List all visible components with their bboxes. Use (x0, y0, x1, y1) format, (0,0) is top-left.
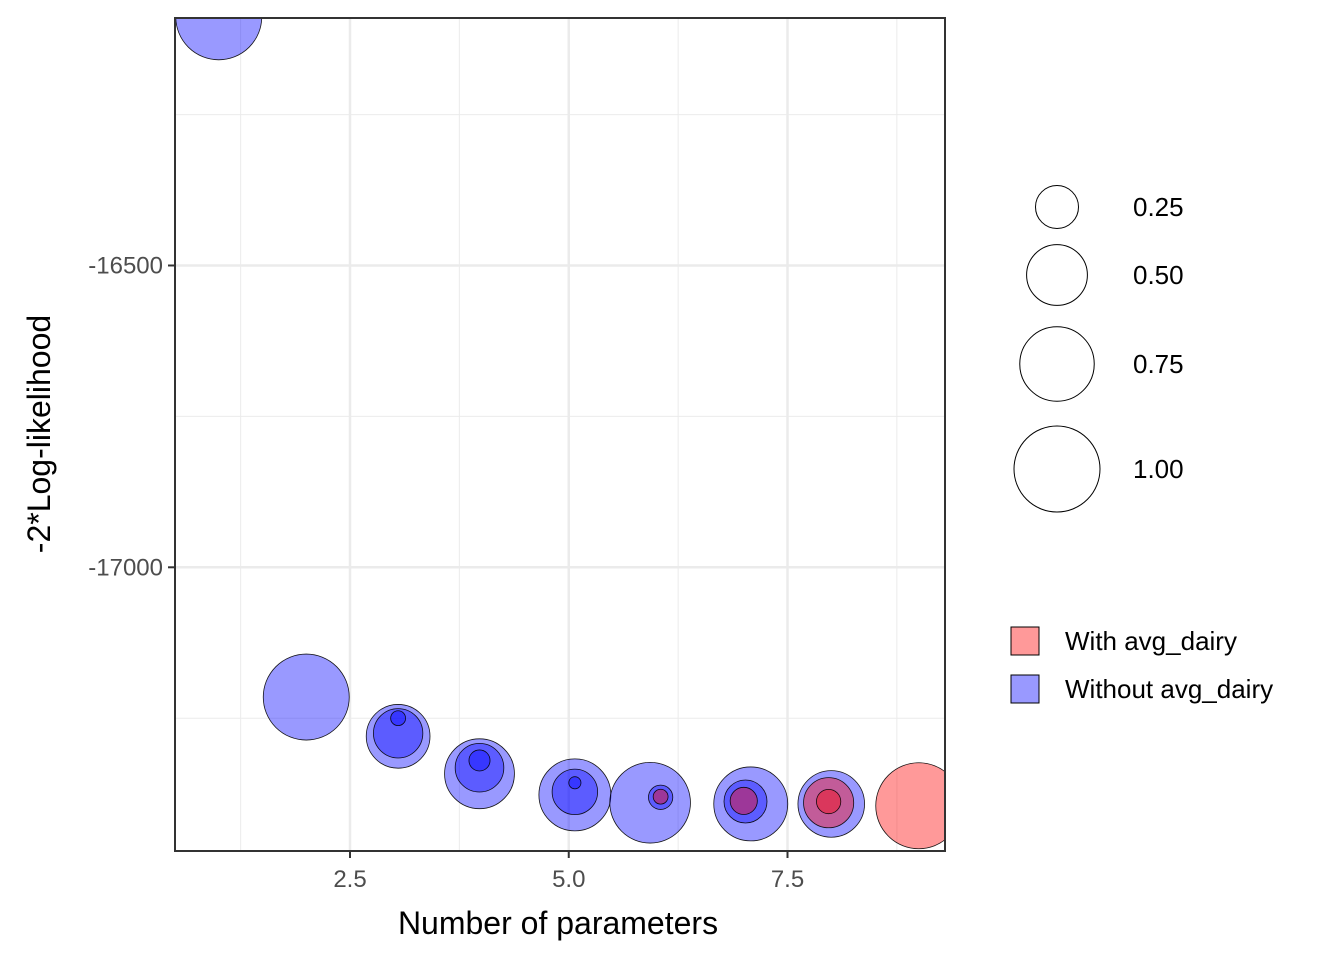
plot-border (174, 17, 946, 852)
data-points (175, 18, 945, 850)
x-axis-title: Number of parameters (398, 905, 718, 941)
data-point (444, 738, 515, 810)
fill-legend-label: With avg_dairy (1065, 626, 1237, 656)
x-tick-label: 2.5 (333, 866, 366, 893)
data-point (875, 762, 945, 850)
data-point (551, 768, 599, 815)
data-point (803, 777, 855, 829)
y-axis-title: -2*Log-likelihood (21, 315, 57, 553)
data-point (390, 710, 406, 727)
size-legend-label: 0.25 (1133, 192, 1184, 222)
size-legend-label: 0.50 (1133, 260, 1184, 290)
data-point (175, 18, 263, 61)
y-tick-label: -16500 (88, 252, 163, 279)
data-point (648, 784, 674, 810)
x-tick-label: 5.0 (552, 866, 585, 893)
size-legend-key (1035, 185, 1079, 229)
minor-gridlines (175, 18, 945, 851)
fill-legend: With avg_dairy Without avg_dairy (1010, 626, 1273, 704)
plot-panel (175, 18, 945, 851)
data-point (729, 786, 758, 815)
x-tick-label: 7.5 (771, 866, 804, 893)
size-legend: 0.25 0.50 0.75 1.00 (1013, 185, 1184, 513)
fill-legend-key (1010, 626, 1040, 656)
size-legend-label: 0.75 (1133, 349, 1184, 379)
data-point (652, 788, 669, 805)
x-axis-ticks: 2.5 5.0 7.5 (333, 851, 804, 893)
fill-legend-label: Without avg_dairy (1065, 674, 1273, 704)
fill-legend-key (1010, 674, 1040, 704)
y-axis-ticks: -16500 -17000 (88, 252, 175, 581)
data-point (454, 742, 505, 793)
data-point (262, 653, 350, 741)
y-tick-label: -17000 (88, 554, 163, 581)
data-point (816, 788, 842, 815)
size-legend-key (1013, 425, 1101, 513)
major-gridlines (175, 18, 945, 851)
size-legend-key (1019, 326, 1095, 402)
size-legend-key (1026, 244, 1088, 306)
data-point (373, 708, 424, 759)
size-legend-label: 1.00 (1133, 454, 1184, 484)
data-point (568, 776, 582, 790)
data-point (713, 766, 789, 842)
data-point (468, 749, 491, 772)
